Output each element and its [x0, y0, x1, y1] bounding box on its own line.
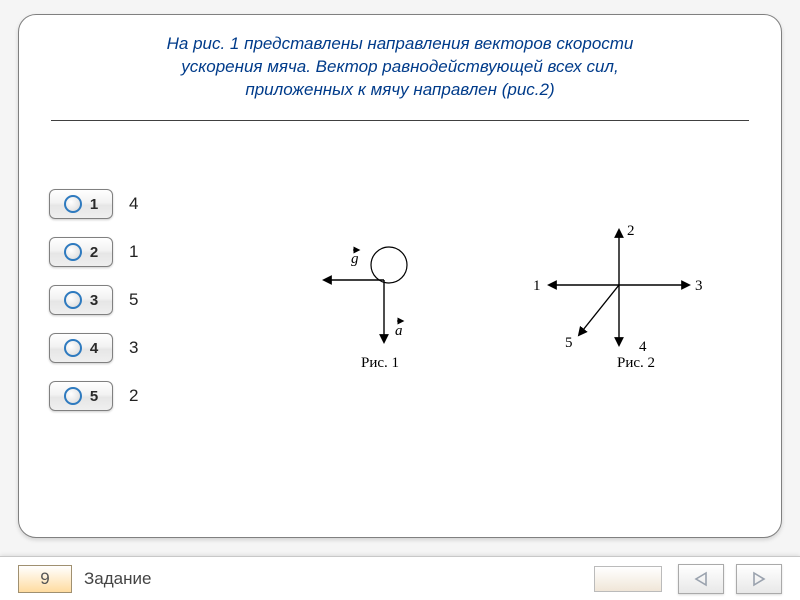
radio-icon [64, 339, 82, 357]
arrow-left-icon [692, 571, 710, 587]
radio-icon [64, 291, 82, 309]
answer-number: 3 [90, 292, 98, 309]
answer-button-1[interactable]: 1 [49, 189, 113, 219]
answer-button-4[interactable]: 4 [49, 333, 113, 363]
question-line-2: ускорения мяча. Вектор равнодействующей … [181, 57, 619, 76]
arrow-right-icon [750, 571, 768, 587]
question-line-1: На рис. 1 представлены направления векто… [167, 34, 634, 53]
diagram-1: g a Рис. 1 [324, 247, 407, 371]
radio-icon [64, 243, 82, 261]
answer-text: 3 [129, 338, 138, 358]
answer-button-3[interactable]: 3 [49, 285, 113, 315]
answer-row: 3 5 [49, 281, 199, 319]
footer-bar: 9 Задание [0, 556, 800, 600]
answer-number: 2 [90, 244, 98, 261]
task-number: 9 [40, 569, 49, 589]
question-text: На рис. 1 представлены направления векто… [45, 33, 755, 102]
answer-text: 4 [129, 194, 138, 214]
divider [45, 120, 755, 121]
answers-list: 1 4 2 1 3 5 4 3 [49, 185, 199, 425]
answer-text: 2 [129, 386, 138, 406]
answer-text: 1 [129, 242, 138, 262]
question-line-3: приложенных к мячу направлен (рис.2) [245, 80, 554, 99]
nav-prev-button[interactable] [678, 564, 724, 594]
axis-5-arrow [579, 285, 619, 335]
answer-row: 5 2 [49, 377, 199, 415]
diagram-2: 1 2 3 4 5 Рис. 2 [533, 225, 703, 371]
task-label: Задание [84, 569, 151, 589]
vector-a-label: a [395, 323, 403, 339]
diagrams-svg: g a Рис. 1 1 2 3 4 5 Рис. 2 [269, 225, 739, 425]
question-card: На рис. 1 представлены направления векто… [18, 14, 782, 538]
axis-5-label: 5 [565, 335, 573, 351]
answer-number: 4 [90, 340, 98, 357]
answer-button-5[interactable]: 5 [49, 381, 113, 411]
answer-number: 5 [90, 388, 98, 405]
answer-button-2[interactable]: 2 [49, 237, 113, 267]
radio-icon [64, 195, 82, 213]
axis-2-label: 2 [627, 225, 635, 239]
diagram-2-caption: Рис. 2 [617, 355, 655, 371]
diagram-1-caption: Рис. 1 [361, 355, 399, 371]
footer-input-box[interactable] [594, 566, 662, 592]
answer-number: 1 [90, 196, 98, 213]
axis-1-label: 1 [533, 278, 541, 294]
radio-icon [64, 387, 82, 405]
answer-row: 2 1 [49, 233, 199, 271]
vector-g-label: g [351, 251, 359, 267]
axis-4-label: 4 [639, 339, 647, 355]
task-number-box: 9 [18, 565, 72, 593]
ball-circle [371, 247, 407, 283]
answer-row: 1 4 [49, 185, 199, 223]
nav-next-button[interactable] [736, 564, 782, 594]
axis-3-label: 3 [695, 278, 703, 294]
answer-row: 4 3 [49, 329, 199, 367]
answer-text: 5 [129, 290, 138, 310]
